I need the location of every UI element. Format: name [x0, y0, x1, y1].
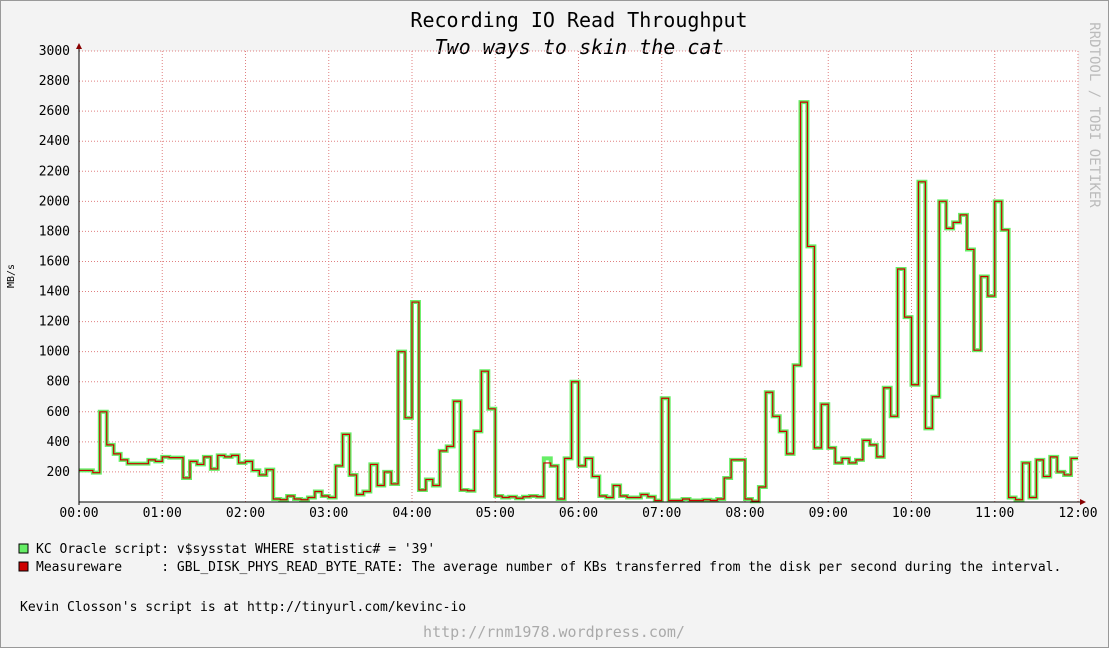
x-tick-label: 09:00 [809, 506, 848, 521]
series-line [79, 101, 1078, 502]
y-tick-label: 1600 [39, 254, 70, 269]
x-tick-label: 00:00 [59, 506, 98, 521]
x-tick-label: 07:00 [642, 506, 681, 521]
x-tick-label: 10:00 [892, 506, 931, 521]
footer: http://rnm1978.wordpress.com/ [423, 623, 685, 641]
y-tick-label: 2400 [39, 134, 70, 149]
y-tick-label: 2600 [39, 104, 70, 119]
lines [79, 100, 1078, 504]
y-tick-label: 2200 [39, 164, 70, 179]
axes: 200 400 600 800 1000 1200 1400 1600 1800 2000 2200… [39, 43, 1098, 521]
note: Kevin Closson's script is at http://tiny… [20, 600, 466, 615]
x-tick-label: 02:00 [226, 506, 265, 521]
x-tick-label: 04:00 [392, 506, 431, 521]
y-tick-label: 1800 [39, 224, 70, 239]
y-tick-label: 1400 [39, 285, 70, 300]
grid [78, 50, 1079, 502]
chart-title: Recording IO Read Throughput [410, 8, 747, 32]
y-axis-label: MB/s [6, 264, 17, 288]
y-tick-label: 1200 [39, 315, 70, 330]
y-tick-label: 600 [47, 405, 70, 420]
x-tick-label: 11:00 [975, 506, 1014, 521]
x-tick-label: 05:00 [476, 506, 515, 521]
legend-label: Measureware : GBL_DISK_PHYS_READ_BYTE_RA… [36, 560, 1061, 575]
legend-label: KC Oracle script: v$sysstat WHERE statis… [36, 542, 435, 557]
watermark: RRDTOOL / TOBI OETIKER [1086, 22, 1102, 208]
x-tick-label: 08:00 [725, 506, 764, 521]
y-tick-label: 3000 [39, 44, 70, 59]
y-tick-label: 200 [47, 465, 70, 480]
x-tick-label: 03:00 [309, 506, 348, 521]
y-tick-label: 400 [47, 435, 70, 450]
y-axis-arrow [76, 43, 82, 49]
x-tick-label: 12:00 [1058, 506, 1097, 521]
y-tick-label: 1000 [39, 345, 70, 360]
legend-swatch [18, 561, 29, 572]
legend-swatch [18, 543, 29, 554]
y-tick-label: 800 [47, 375, 70, 390]
x-axis-arrow [1080, 499, 1086, 505]
y-tick-label: 2000 [39, 194, 70, 209]
chart-subtitle: Two ways to skin the cat [435, 35, 724, 59]
x-tick-label: 06:00 [559, 506, 598, 521]
y-tick-label: 2800 [39, 74, 70, 89]
x-tick-label: 01:00 [143, 506, 182, 521]
